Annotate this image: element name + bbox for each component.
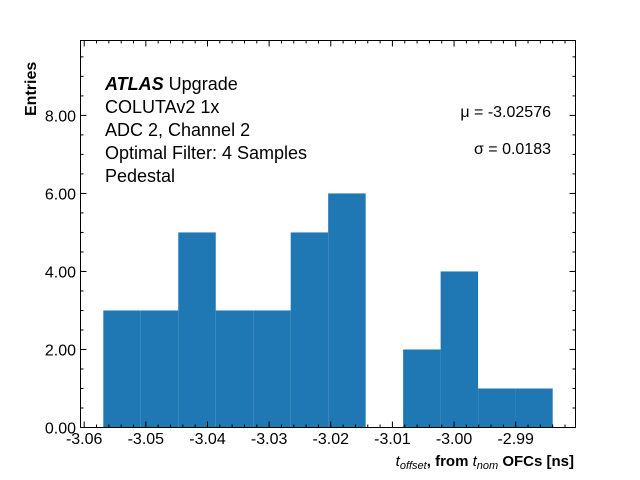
annotation-line: COLUTAv2 1x: [105, 97, 219, 117]
atlas-label: ATLAS Upgrade: [104, 74, 238, 94]
histogram-bar: [328, 193, 366, 428]
y-axis-label: Entries: [23, 62, 40, 116]
x-axis-label: toffset, from tnom OFCs [ns]: [396, 453, 574, 472]
x-tick-labels: -3.06 -3.05 -3.04 -3.03 -3.02 -3.01 -3.00 -2.99: [66, 431, 534, 448]
histogram-bar: [478, 388, 516, 428]
bars: [103, 193, 553, 428]
x-tick-label: -2.99: [497, 431, 534, 448]
y-tick-label: 2.00: [45, 342, 76, 359]
histogram-bar: [403, 349, 441, 428]
sigma-label: σ = 0.0183: [474, 141, 551, 158]
x-tick-label: -3.02: [313, 431, 350, 448]
x-tick-label: -3.06: [66, 431, 103, 448]
mean-label: μ = -3.02576: [460, 104, 551, 121]
x-tick-label: -3.01: [374, 431, 411, 448]
histogram-bar: [103, 310, 141, 428]
x-tick-label: -3.04: [189, 431, 226, 448]
histogram-bar: [253, 310, 291, 428]
annotation-line: Optimal Filter: 4 Samples: [105, 143, 307, 163]
histogram-bar: [140, 310, 179, 428]
histogram-bar: [515, 388, 553, 428]
x-tick-label: -3.03: [251, 431, 288, 448]
histogram-bar: [440, 271, 479, 428]
histogram-bar: [215, 310, 254, 428]
y-tick-label: 0.00: [45, 421, 76, 438]
histogram-bar: [290, 232, 329, 428]
annotation-line: ADC 2, Channel 2: [105, 120, 250, 140]
y-tick-label: 8.00: [45, 108, 76, 125]
annotation-line: Pedestal: [105, 166, 175, 186]
x-tick-label: -3.00: [436, 431, 473, 448]
x-tick-label: -3.05: [128, 431, 165, 448]
y-tick-labels: 0.00 2.00 4.00 6.00 8.00: [45, 108, 76, 437]
plot-frame: [80, 40, 576, 428]
y-tick-label: 4.00: [45, 264, 76, 281]
y-tick-label: 6.00: [45, 186, 76, 203]
histogram-bar: [178, 232, 216, 428]
